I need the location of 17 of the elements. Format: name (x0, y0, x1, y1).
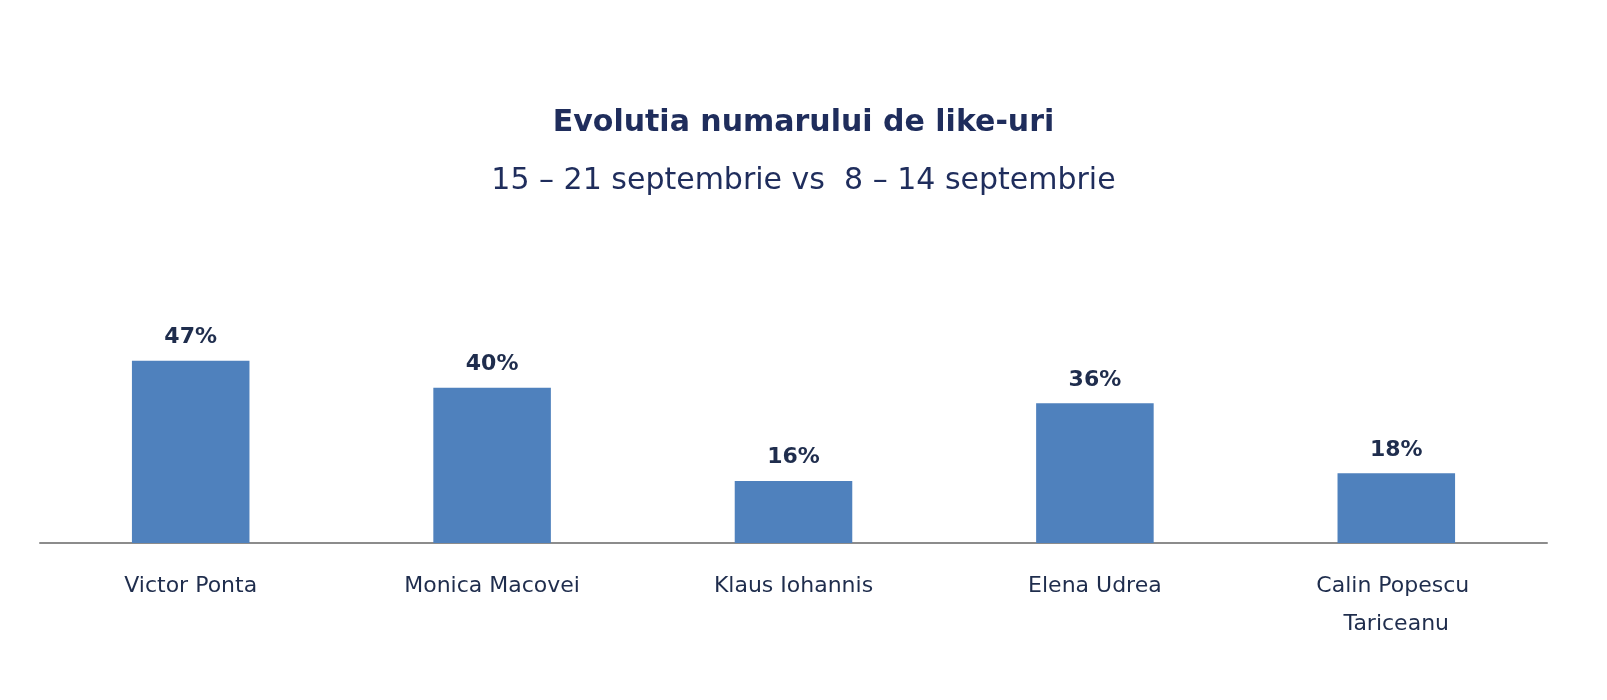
x-tick-label: Calin Popescu Tariceanu (1316, 571, 1477, 635)
data-label: 36% (1068, 365, 1122, 391)
x-tick-label: Monica Macovei (404, 571, 580, 597)
bar (433, 387, 551, 543)
bar (734, 480, 853, 543)
chart-title: Evolutia numarului de like-uri (552, 102, 1055, 138)
data-label: 40% (465, 350, 519, 376)
chart-subtitle: 15 – 21 septembrie vs 8 – 14 septembrie (491, 160, 1116, 196)
data-label: 47% (164, 323, 218, 349)
x-tick-label: Klaus Iohannis (713, 571, 874, 597)
bar (1337, 473, 1456, 543)
x-tick-label: Victor Ponta (124, 571, 258, 597)
bar (1036, 403, 1154, 543)
data-label: 18% (1369, 435, 1423, 461)
data-label: 16% (767, 443, 820, 469)
bar (131, 360, 250, 543)
x-tick-label: Elena Udrea (1028, 571, 1162, 597)
